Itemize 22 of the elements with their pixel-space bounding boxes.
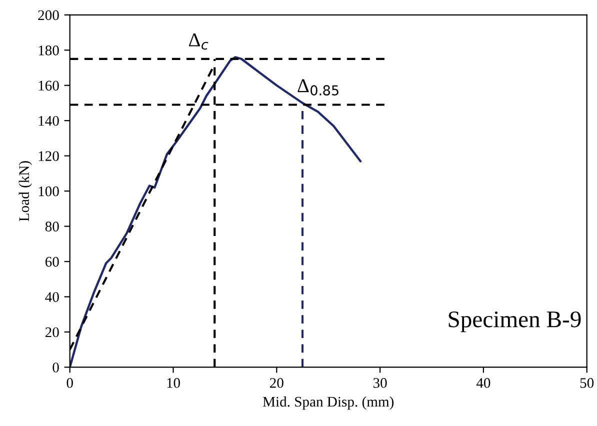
x-tick-label: 20 — [270, 378, 284, 388]
y-tick-label: 140 — [38, 116, 59, 126]
y-tick-label: 200 — [38, 10, 59, 20]
x-tick-label: 0 — [66, 378, 73, 388]
y-tick-label: 20 — [45, 327, 59, 338]
x-tick-label: 30 — [373, 378, 387, 388]
x-tick-label: 50 — [580, 378, 594, 388]
y-tick-label: 0 — [52, 362, 59, 372]
annotation: Δ$_{0.85}$ — [298, 79, 338, 96]
y-tick-label: 80 — [45, 222, 59, 232]
y-tick-label: 180 — [38, 46, 59, 56]
x-axis-title: Mid. Span Disp. (mm) — [262, 396, 394, 410]
y-tick-label: 60 — [45, 256, 59, 267]
x-tick-label: 40 — [476, 378, 490, 388]
y-tick-label: 100 — [38, 186, 59, 196]
annotation: Specimen B-9 — [448, 311, 581, 332]
y-tick-label: 40 — [45, 292, 59, 302]
y-tick-label: 160 — [38, 80, 59, 91]
y-tick-label: 120 — [38, 151, 59, 162]
y-axis-title: Load (kN) — [18, 161, 32, 222]
annotation: Δ$_{c}$ — [188, 33, 208, 50]
x-tick-label: 10 — [167, 378, 180, 388]
